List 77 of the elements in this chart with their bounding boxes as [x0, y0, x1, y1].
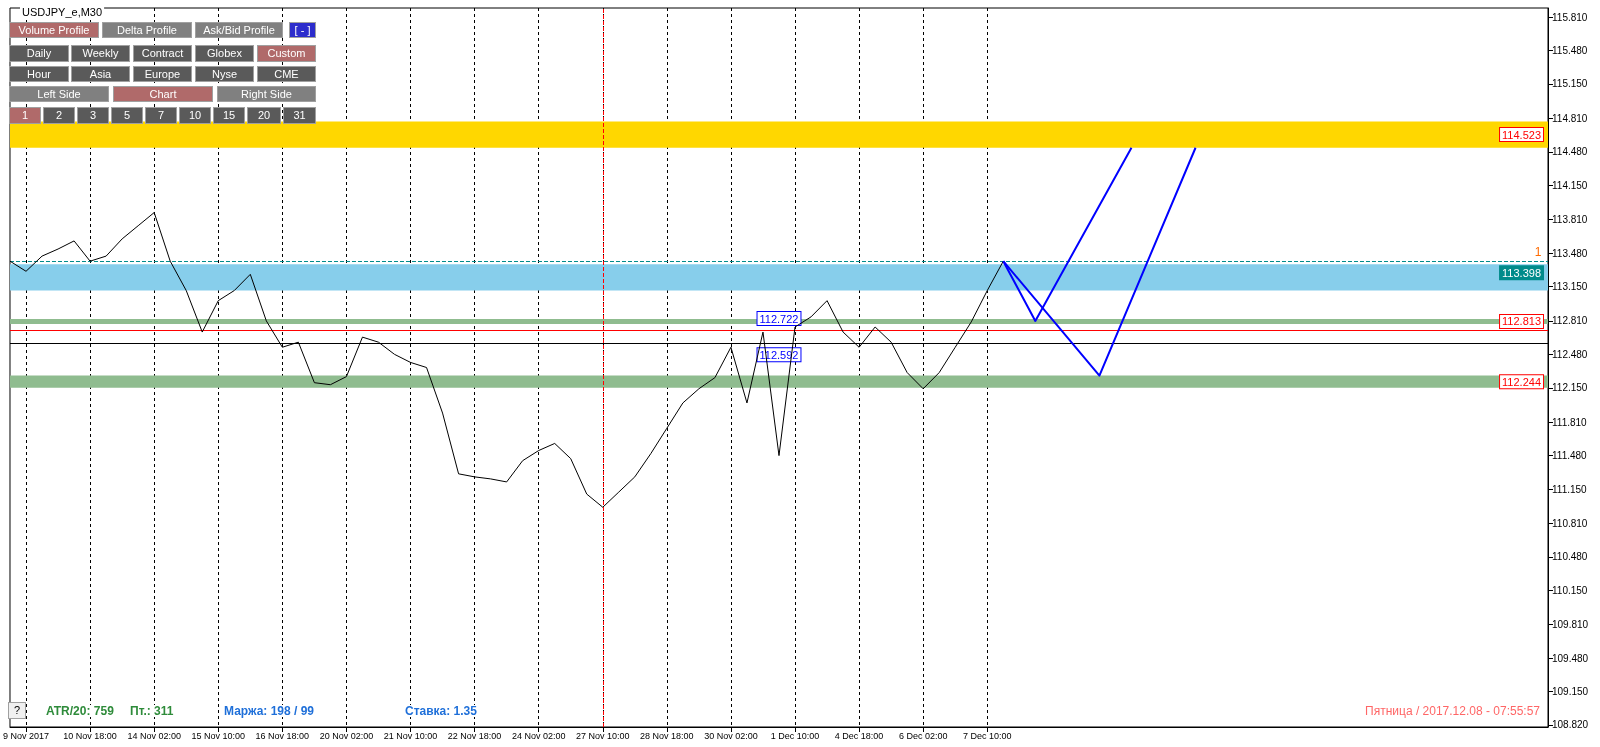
button: Delta Profile [102, 22, 192, 38]
y-tick-label: 113.810 [1552, 214, 1588, 226]
x-tick-label: 1 Dec 10:00 [770, 730, 820, 741]
y-tick-label: 114.480 [1552, 146, 1588, 158]
x-tick-label: 16 Nov 18:00 [255, 730, 310, 741]
x-tick-label: 4 Dec 18:00 [834, 730, 884, 741]
y-tick-label: 109.150 [1552, 686, 1589, 698]
button: Custom [257, 45, 316, 62]
button: 10 [179, 107, 211, 124]
y-tick-label: 109.810 [1552, 619, 1589, 631]
x-tick-label: 9 Nov 2017 [2, 730, 50, 741]
x-tick-label: 20 Nov 02:00 [319, 730, 374, 741]
y-tick-label: 108.820 [1552, 719, 1589, 731]
button: 31 [283, 107, 316, 124]
button: Volume Profile [9, 22, 99, 38]
button: Right Side [217, 86, 316, 102]
y-tick-label: 112.150 [1552, 382, 1588, 394]
button: Chart [113, 86, 213, 102]
annotation: 1 [1534, 245, 1542, 259]
help-button: ? [8, 702, 26, 719]
ref-line-label: 113.398 [1502, 266, 1541, 279]
x-tick-label: 15 Nov 10:00 [191, 730, 246, 741]
y-tick-label: 111.150 [1552, 483, 1588, 495]
button: 7 [145, 107, 177, 124]
y-tick-label: 114.810 [1552, 112, 1588, 124]
x-tick-label: 6 Dec 02:00 [898, 730, 948, 741]
x-tick-label: 24 Nov 02:00 [511, 730, 566, 741]
y-tick-label: 110.480 [1552, 551, 1588, 563]
x-tick-label: 21 Nov 10:00 [383, 730, 438, 741]
y-tick-label: 115.150 [1552, 78, 1588, 90]
button: 5 [111, 107, 143, 124]
y-tick-label: 109.480 [1552, 652, 1589, 664]
y-tick-label: 111.810 [1552, 416, 1588, 428]
annotation: Ставка: 1.35 [405, 704, 478, 718]
button: Asia [71, 66, 130, 82]
y-tick-label: 115.810 [1552, 11, 1588, 23]
button: 15 [213, 107, 245, 124]
button: 20 [247, 107, 281, 124]
button: Daily [9, 45, 69, 62]
button: Ask/Bid Profile [195, 22, 283, 38]
x-tick-label: 7 Dec 10:00 [963, 730, 1012, 741]
annotation: Пт.: 311 [130, 704, 174, 718]
annotation: ATR/20: 759 [46, 704, 115, 718]
band-label: 114.523 [1502, 128, 1541, 141]
x-tick-label: 30 Nov 02:00 [704, 730, 758, 741]
button: Globex [195, 45, 254, 62]
button: Europe [133, 66, 192, 82]
y-tick-label: 111.480 [1552, 450, 1588, 462]
annotation: Пятница / 2017.12.08 - 07:55:57 [1365, 704, 1541, 718]
y-tick-label: 114.150 [1552, 179, 1588, 191]
ref-line-label: 112.722 [759, 312, 799, 325]
chart-title: USDJPY_e,M30 [22, 5, 103, 18]
y-tick-label: 110.810 [1552, 517, 1588, 529]
y-tick-label: 113.480 [1552, 247, 1588, 259]
x-tick-label: 22 Nov 18:00 [447, 730, 502, 741]
y-tick-label: 113.150 [1552, 280, 1588, 292]
y-tick-label: 115.480 [1552, 45, 1588, 57]
y-tick-label: 112.810 [1552, 315, 1588, 327]
x-tick-label: 27 Nov 10:00 [575, 730, 630, 741]
button: Weekly [71, 45, 130, 62]
annotation: Маржа: 198 / 99 [224, 704, 315, 718]
y-tick-label: 110.150 [1552, 584, 1588, 596]
x-tick-label: 14 Nov 02:00 [127, 730, 181, 741]
button: Contract [133, 45, 192, 62]
x-tick-label: 28 Nov 18:00 [640, 730, 694, 741]
band-label: 112.244 [1502, 375, 1541, 388]
button: Left Side [9, 86, 109, 102]
button: [ - ] [289, 22, 316, 38]
x-tick-label: 10 Nov 18:00 [63, 730, 117, 741]
button: 1 [9, 107, 41, 124]
button: Nyse [195, 66, 254, 82]
band-label: 112.813 [1502, 315, 1541, 328]
button: 2 [43, 107, 75, 124]
y-tick-label: 112.480 [1552, 348, 1588, 360]
button: 3 [77, 107, 109, 124]
button: Hour [9, 66, 69, 82]
button: CME [257, 66, 316, 82]
